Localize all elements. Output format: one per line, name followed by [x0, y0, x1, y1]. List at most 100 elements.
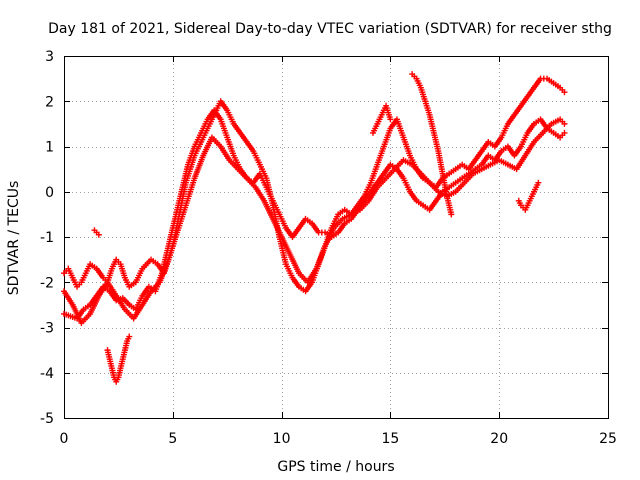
data-point-fill [369, 181, 380, 193]
data-point-fill [183, 154, 197, 184]
data-point-fill [79, 272, 88, 283]
data-point [387, 116, 394, 123]
data-point-fill [131, 303, 145, 320]
data-point-fill [324, 230, 333, 239]
data-point-fill [105, 281, 118, 297]
data-point-fill [507, 162, 518, 171]
data-point-fill [448, 167, 457, 176]
data-point-fill [304, 217, 313, 225]
data-point-fill [176, 181, 189, 216]
data-point-fill [427, 199, 438, 212]
data-point-fill [290, 276, 301, 288]
data-point-fill [140, 290, 153, 306]
data-point-fill [183, 177, 197, 207]
data-point-fill [192, 141, 203, 157]
series-trace-g [369, 102, 394, 136]
data-point-fill [467, 158, 477, 171]
data-point-fill [165, 218, 178, 247]
x-tick-label: 10 [273, 431, 291, 447]
data-point-fill [401, 136, 413, 157]
data-point-fill [218, 118, 230, 139]
data-point-fill [343, 208, 353, 216]
data-point-fill [375, 145, 387, 166]
data-point-fill [210, 136, 222, 148]
data-point-fill [480, 162, 492, 171]
data-point-fill [192, 154, 206, 180]
data-point-fill [499, 123, 510, 139]
data-point-fill [512, 104, 523, 117]
data-point-fill [63, 311, 72, 319]
data-point-fill [487, 140, 496, 148]
data-point-fill [454, 181, 466, 193]
x-tick-label: 5 [168, 431, 177, 447]
data-point-fill [552, 81, 561, 90]
data-point-fill [379, 105, 388, 116]
data-point-fill [454, 176, 464, 185]
data-point-fill [472, 167, 483, 176]
data-point-fill [109, 258, 119, 270]
data-point-fill [394, 118, 406, 139]
data-point-fill [225, 109, 236, 125]
data-point-fill [114, 294, 127, 311]
data-point-fill [218, 100, 229, 112]
data-point-fill [337, 208, 346, 216]
y-tick-label: -3 [40, 321, 54, 337]
data-point-fill [381, 127, 393, 148]
data-point-fill [519, 132, 530, 148]
data-point-fill [270, 217, 284, 238]
data-point-fill [454, 163, 464, 171]
y-tick-label: 0 [45, 185, 54, 201]
series-trace-f [409, 71, 455, 218]
data-point-fill [157, 258, 171, 284]
data-point-fill [166, 231, 180, 261]
data-point-fill [108, 290, 118, 302]
data-point-fill [150, 258, 159, 266]
y-tick-label: -4 [40, 366, 54, 382]
series-trace-b [61, 75, 568, 295]
data-point-fill [109, 367, 117, 379]
data-point-fill [277, 213, 288, 229]
data-point-fill [199, 127, 210, 143]
data-point-fill [262, 199, 275, 220]
data-point-fill [506, 113, 517, 126]
data-point-fill [533, 117, 542, 126]
data-point-fill [428, 181, 440, 193]
data-point-fill [376, 176, 388, 189]
data-point-fill [444, 195, 454, 216]
data-point-fill [437, 189, 448, 199]
data-marks [61, 71, 568, 385]
data-point-fill [368, 163, 380, 184]
x-tick-label: 15 [381, 431, 399, 447]
data-point-fill [263, 177, 276, 207]
data-point-fill [514, 154, 528, 171]
data-point-fill [174, 204, 189, 234]
data-point-fill [341, 212, 353, 221]
series-trace-a [61, 107, 568, 322]
data-point-fill [383, 105, 393, 121]
data-point-fill [105, 267, 115, 283]
data-point-fill [133, 295, 145, 311]
data-point-fill [529, 181, 541, 198]
grid [64, 56, 608, 418]
data-point-fill [519, 95, 530, 107]
data-point [448, 211, 455, 218]
chart-title: Day 181 of 2021, Sidereal Day-to-day VTE… [48, 21, 612, 37]
data-point [561, 129, 568, 136]
data-point-fill [441, 172, 450, 180]
data-point-fill [441, 185, 450, 194]
data-point-fill [474, 163, 483, 171]
data-point-fill [489, 158, 501, 167]
data-point-fill [487, 154, 496, 162]
data-point-fill [290, 226, 301, 239]
data-point-fill [303, 281, 314, 293]
data-point-fill [389, 163, 398, 171]
data-point-fill [366, 186, 380, 202]
y-tick-label: 2 [45, 94, 54, 110]
data-point-fill [408, 190, 419, 202]
data-point-fill [431, 132, 441, 152]
data-point-fill [395, 167, 406, 180]
data-point-fill [525, 195, 534, 207]
data-point-fill [427, 114, 437, 134]
data-point-fill [305, 267, 319, 284]
data-point-fill [498, 158, 509, 167]
